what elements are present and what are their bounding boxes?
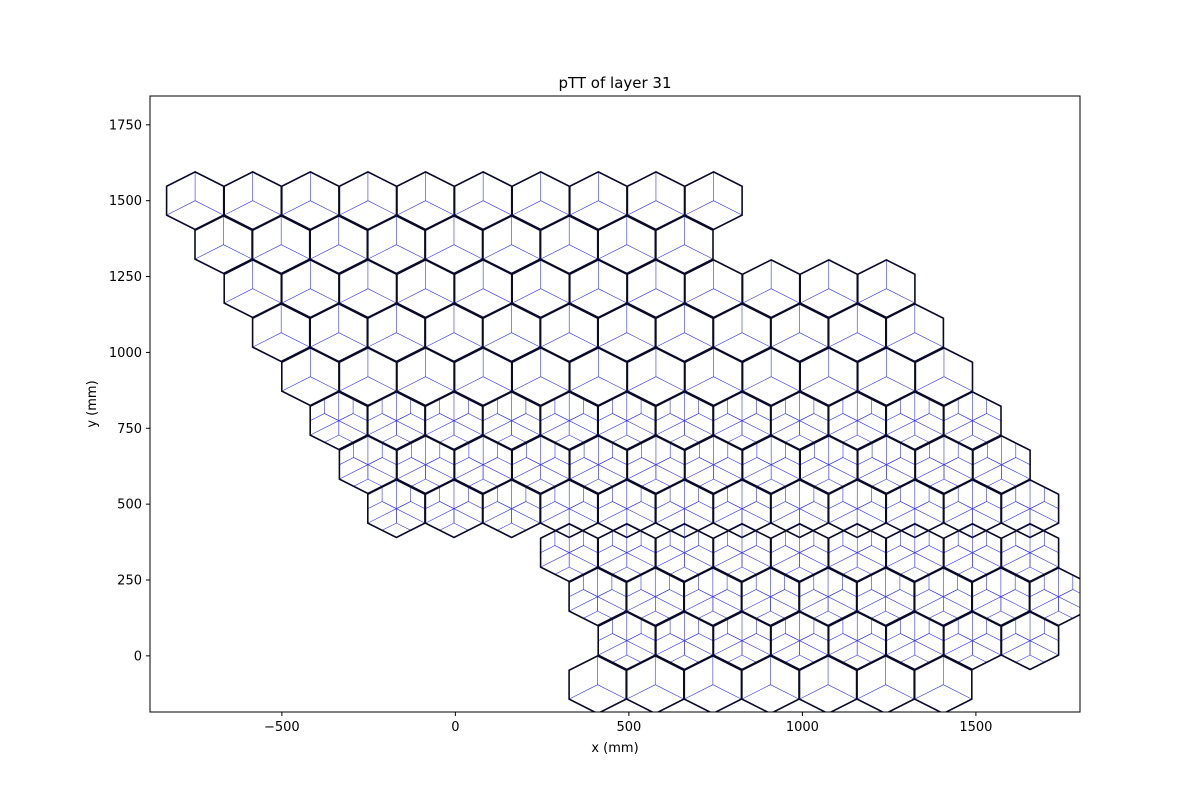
y-tick-label: 1250: [109, 270, 142, 285]
hex-subcells: [655, 215, 714, 260]
hex-subcells: [569, 259, 628, 304]
hex-subcells: [915, 347, 973, 392]
hex-subcells: [339, 171, 397, 216]
plot-frame: [149, 95, 1081, 713]
y-tick-label: 250: [117, 574, 142, 589]
hex-subcells: [252, 303, 310, 348]
hex-subcells: [224, 171, 282, 216]
hex-subcells: [281, 171, 340, 216]
hex-subcells: [224, 259, 282, 304]
y-axis-title: y (mm): [85, 380, 100, 427]
hex-subcells: [598, 215, 656, 260]
x-tick-label: 500: [616, 720, 641, 735]
hex-subcells: [742, 259, 800, 304]
x-tick-label: −500: [264, 720, 300, 735]
hex-subcells: [310, 215, 368, 260]
hex-subcells: [770, 303, 829, 348]
y-tick-label: 0: [134, 649, 142, 664]
x-tick-label: 1000: [786, 720, 819, 735]
hex-subcells: [627, 347, 685, 392]
hex-subcells: [684, 347, 743, 392]
hex-subcells: [512, 171, 570, 216]
hex-subcells: [482, 215, 541, 260]
hex-subcells: [569, 171, 628, 216]
y-tick-label: 1500: [109, 194, 142, 209]
hex-outline: [913, 655, 973, 712]
hex-subcells: [799, 655, 857, 700]
hex-subcells: [684, 259, 743, 304]
hex-subcells: [800, 347, 858, 392]
hex-subcells: [396, 259, 455, 304]
x-axis-title: x (mm): [591, 741, 638, 756]
hex-subcells: [741, 655, 800, 700]
x-tick-label: 1500: [959, 720, 992, 735]
hex-subcells: [800, 259, 858, 304]
hex-subcells: [568, 655, 627, 700]
hex-subcells: [512, 259, 570, 304]
hex-subcells: [194, 215, 253, 260]
y-tick-label: 500: [117, 498, 142, 513]
hex-subcells: [454, 259, 512, 304]
hex-subcells: [482, 303, 541, 348]
x-tick-label: 0: [451, 720, 459, 735]
hex-subcells: [281, 259, 340, 304]
hex-subcells: [367, 215, 426, 260]
hex-subcells: [569, 347, 628, 392]
y-tick-label: 1000: [109, 346, 142, 361]
hex-subcells: [367, 303, 426, 348]
hex-subcells: [742, 347, 800, 392]
hex-subcells: [454, 171, 512, 216]
hex-cell: [684, 171, 743, 231]
hex-subcells: [886, 303, 944, 348]
y-axis: 0 250 500 750 1000 1250 1500 1750: [109, 118, 150, 664]
chart-title: pTT of layer 31: [558, 74, 671, 92]
hex-outline: [684, 171, 743, 231]
hex-subcells: [598, 303, 656, 348]
y-tick-label: 750: [117, 422, 142, 437]
hex-subcells: [540, 303, 598, 348]
hex-subcells: [512, 347, 570, 392]
plot-cells: [165, 171, 1080, 712]
hex-subcells: [425, 303, 483, 348]
hex-subcells: [684, 655, 742, 700]
hex-subcells: [339, 347, 397, 392]
hex-subcells: [627, 259, 685, 304]
hex-subcells: [856, 655, 915, 700]
hex-cell: [913, 655, 973, 712]
hex-subcells: [540, 215, 598, 260]
hex-subcells: [396, 347, 455, 392]
hex-subcells: [626, 655, 684, 700]
hex-subcells: [627, 171, 685, 216]
y-tick-label: 1750: [109, 118, 142, 133]
hex-subcells: [166, 171, 224, 216]
hex-subcells: [713, 303, 771, 348]
hex-subcells: [914, 655, 972, 700]
hex-subcells: [310, 303, 368, 348]
hex-subcells: [425, 215, 483, 260]
hex-subcells: [252, 215, 310, 260]
hex-subcells: [857, 259, 916, 304]
hex-subcells: [655, 303, 714, 348]
hex-subcells: [396, 171, 455, 216]
hex-subcells: [281, 347, 340, 392]
hex-subcells: [828, 303, 886, 348]
hex-cell: [1000, 611, 1060, 671]
hex-subcells: [454, 347, 512, 392]
hex-subcells: [339, 259, 397, 304]
hex-subcells: [857, 347, 916, 392]
x-axis: −500 0 500 1000 1500: [264, 712, 992, 735]
hex-outline: [1000, 611, 1060, 671]
hex-subcells: [684, 171, 743, 216]
